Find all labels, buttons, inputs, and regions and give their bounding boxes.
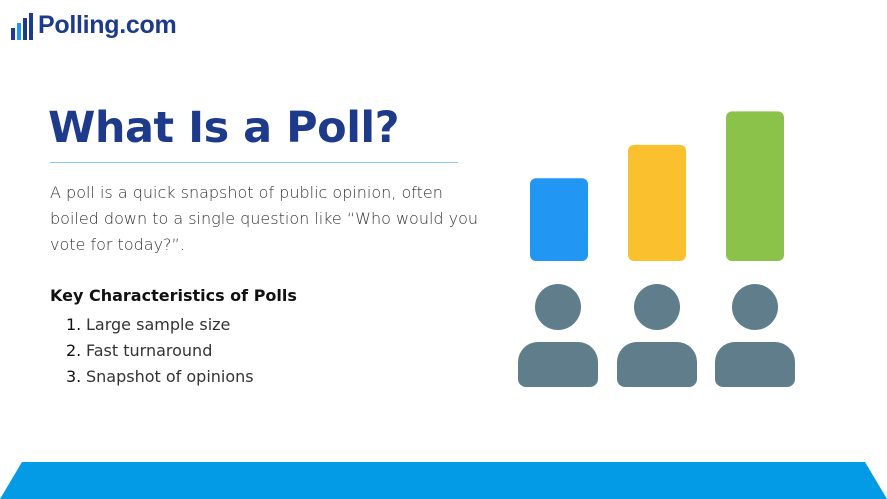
list-item-number: 2. <box>66 341 82 360</box>
person-icon <box>715 284 795 387</box>
person-icon <box>617 284 697 387</box>
key-characteristics-heading: Key Characteristics of Polls <box>50 286 297 305</box>
list-item-text: Fast turnaround <box>86 341 213 360</box>
list-item: 3. Snapshot of opinions <box>66 364 254 390</box>
poll-description: A poll is a quick snapshot of public opi… <box>50 183 479 254</box>
person-icon <box>518 284 598 387</box>
bar-group <box>530 111 784 262</box>
brand-name: Polling.com <box>38 11 177 39</box>
bar-icon <box>628 144 686 261</box>
list-item: 1. Large sample size <box>66 312 254 338</box>
page-title: What Is a Poll? <box>48 103 400 153</box>
list-item-number: 3. <box>66 367 82 386</box>
key-characteristics-list: 1. Large sample size 2. Fast turnaround … <box>66 312 254 390</box>
bar-icon <box>726 111 784 262</box>
bar-stairs-icon <box>11 12 33 40</box>
brand-logo[interactable]: Polling.com <box>11 11 177 40</box>
list-item: 2. Fast turnaround <box>66 338 254 364</box>
list-item-number: 1. <box>66 315 82 334</box>
bar-icon <box>530 178 588 261</box>
footer-bar <box>0 462 887 499</box>
list-item-text: Snapshot of opinions <box>86 367 254 386</box>
list-item-text: Large sample size <box>86 315 231 334</box>
title-divider <box>50 162 458 163</box>
